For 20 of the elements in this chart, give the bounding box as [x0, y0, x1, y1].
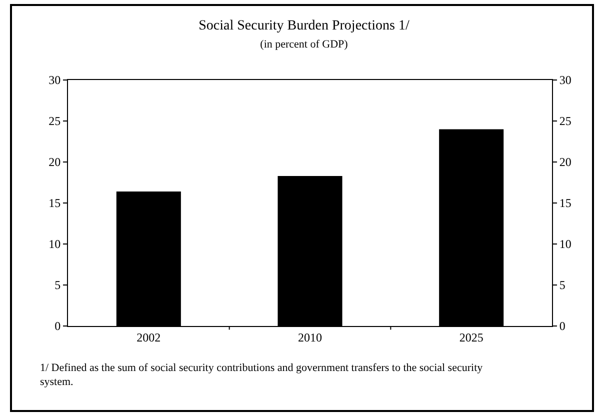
text: 1/ Defined as the sum of social security contributions and government transfers to the social security system. — [40, 362, 484, 390]
chart-subtitle: (in percent of GDP) — [260, 38, 348, 50]
y2-tick-label: 5 — [559, 278, 566, 292]
y-tick-label: 25 — [48, 114, 61, 128]
y-tick-label: 20 — [48, 155, 61, 170]
y-tick-label: 30 — [48, 73, 61, 88]
x-tick-label: 2002 — [136, 330, 161, 344]
y2-tick-label: 20 — [559, 155, 572, 170]
chart-title: Social Security Burden Projections 1/ — [198, 18, 410, 34]
y-tick-label: 5 — [54, 278, 61, 292]
y-tick-label: 15 — [48, 196, 61, 210]
y-tick-label: 10 — [48, 237, 61, 252]
y2-tick-label: 15 — [559, 196, 572, 210]
y2-tick-label: 30 — [559, 73, 572, 88]
x-tick-label: 2025 — [459, 330, 484, 344]
y2-tick-label: 0 — [559, 319, 566, 334]
y2-tick-label: 25 — [559, 114, 572, 128]
y-tick-label: 0 — [54, 319, 61, 334]
y2-tick-label: 10 — [559, 237, 572, 252]
x-tick-label: 2010 — [298, 330, 322, 344]
